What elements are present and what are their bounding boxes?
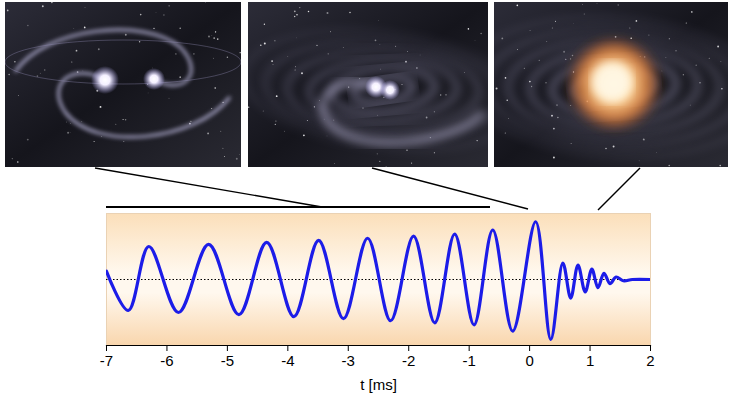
- svg-text:-2: -2: [402, 352, 415, 369]
- svg-text:2: 2: [646, 352, 654, 369]
- svg-text:1: 1: [586, 352, 594, 369]
- svg-text:0: 0: [525, 352, 533, 369]
- svg-text:-1: -1: [462, 352, 475, 369]
- svg-text:-7: -7: [100, 352, 113, 369]
- svg-text:t [ms]: t [ms]: [360, 376, 397, 393]
- svg-text:-3: -3: [342, 352, 355, 369]
- svg-text:-4: -4: [281, 352, 294, 369]
- svg-text:-6: -6: [160, 352, 173, 369]
- svg-text:-5: -5: [221, 352, 234, 369]
